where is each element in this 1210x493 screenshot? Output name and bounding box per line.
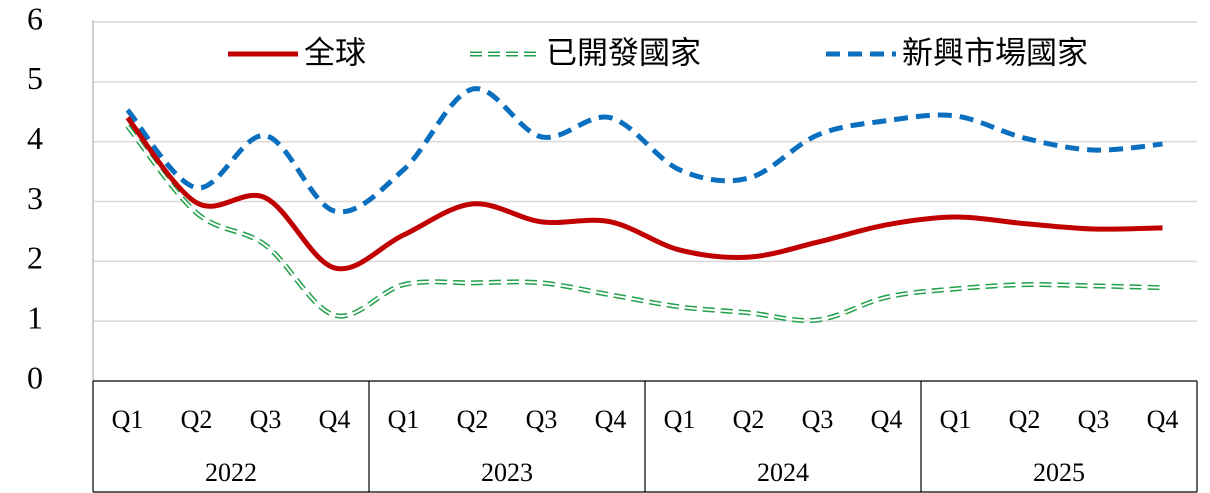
y-tick-label: 0 [27, 359, 43, 395]
y-tick-label: 4 [27, 120, 43, 156]
group-label: 2024 [757, 458, 809, 487]
line [125, 116, 1163, 272]
x-tick-label: Q3 [526, 405, 558, 434]
y-tick-label: 2 [27, 240, 43, 276]
x-tick-label: Q3 [250, 405, 282, 434]
x-tick-label: Q3 [1078, 405, 1110, 434]
x-tick-label: Q2 [181, 405, 213, 434]
x-tick-label: Q1 [664, 405, 696, 434]
y-tick-label: 3 [27, 180, 43, 216]
group-label: 2025 [1033, 458, 1085, 487]
y-tick-label: 5 [27, 60, 43, 96]
x-tick-label: Q3 [802, 405, 834, 434]
x-tick-label: Q1 [940, 405, 972, 434]
x-tick-label: Q2 [733, 405, 765, 434]
x-tick-label: Q1 [112, 405, 144, 434]
line [125, 86, 1163, 215]
line-inner [126, 125, 1163, 322]
x-tick-label: Q1 [388, 405, 420, 434]
x-tick-label: Q4 [319, 405, 351, 434]
legend-label: 新興市場國家 [902, 36, 1088, 72]
x-tick-label: Q4 [871, 405, 903, 434]
x-tick-label: Q4 [1147, 405, 1179, 434]
y-tick-label: 1 [27, 300, 43, 336]
x-tick-label: Q4 [595, 405, 627, 434]
group-label: 2023 [481, 458, 533, 487]
legend-label: 已開發國家 [546, 36, 701, 72]
x-tick-label: Q2 [1009, 405, 1041, 434]
y-tick-label: 6 [27, 0, 43, 36]
group-label: 2022 [205, 458, 257, 487]
x-tick-label: Q2 [457, 405, 489, 434]
legend-label: 全球 [304, 36, 366, 72]
